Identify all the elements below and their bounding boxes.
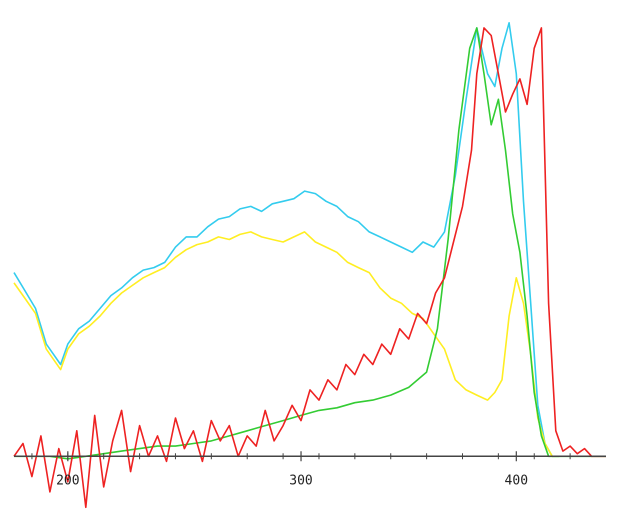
series-line-2 xyxy=(13,231,560,458)
series-line-4 xyxy=(13,27,606,509)
series-line-3 xyxy=(14,27,606,460)
series-layer xyxy=(13,22,606,509)
x-tick-label: 300 xyxy=(289,473,312,488)
x-axis-ticks: 200 300 400 xyxy=(31,451,571,488)
x-tick-label: 200 xyxy=(56,473,79,488)
x-tick-label: 400 xyxy=(505,473,528,488)
series-line-1 xyxy=(13,22,560,458)
